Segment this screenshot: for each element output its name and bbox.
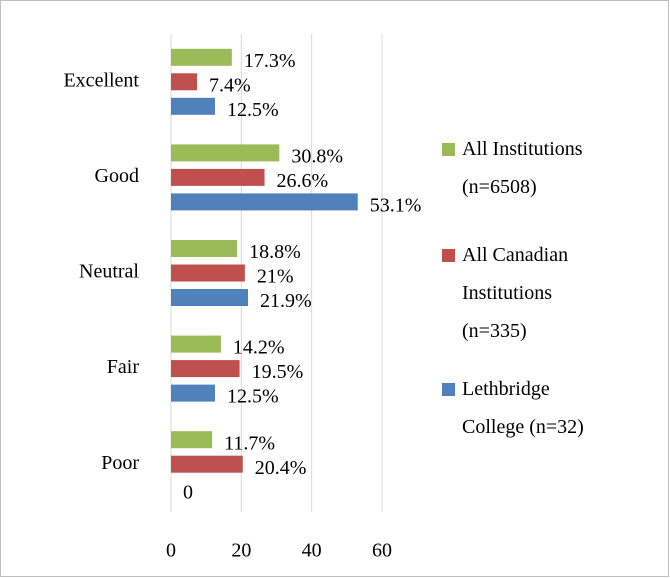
- y-tick-label: Excellent: [63, 69, 139, 91]
- legend-label: Lethbridge College (n=32): [462, 378, 584, 438]
- bar: [171, 384, 215, 402]
- legend-label: All Canadian Institutions (n=335): [462, 244, 569, 342]
- bar: [171, 360, 240, 378]
- data-label: 21.9%: [260, 290, 312, 312]
- legend-swatch: [442, 249, 455, 262]
- data-label: 12.5%: [227, 386, 279, 408]
- legend-item: All Institutions (n=6508): [440, 130, 615, 206]
- x-tick-label: 60: [372, 540, 392, 562]
- x-tick-label: 40: [302, 540, 322, 562]
- legend-item: Lethbridge College (n=32): [440, 370, 615, 446]
- data-label: 26.6%: [277, 170, 329, 192]
- bar: [171, 97, 215, 115]
- bar: [171, 144, 280, 162]
- data-label: 20.4%: [255, 457, 307, 479]
- x-tick-label: 0: [166, 540, 176, 562]
- data-label: 19.5%: [252, 361, 304, 383]
- y-tick-label: Fair: [107, 356, 140, 378]
- data-label: 12.5%: [227, 99, 279, 121]
- data-label: 53.1%: [370, 194, 422, 216]
- data-label: 14.2%: [233, 337, 285, 359]
- legend-swatch: [442, 143, 455, 156]
- legend-swatch: [442, 383, 455, 396]
- data-label: 11.7%: [224, 432, 275, 454]
- bar: [171, 240, 238, 257]
- bar: [171, 193, 358, 211]
- bar: [171, 289, 249, 306]
- data-label: 30.8%: [291, 145, 343, 167]
- data-label: 17.3%: [244, 50, 296, 72]
- legend-item: All Canadian Institutions (n=335): [440, 236, 615, 350]
- legend-label: All Institutions (n=6508): [462, 138, 583, 198]
- bar: [171, 48, 232, 66]
- bar: [171, 168, 265, 186]
- x-tick-label: 20: [231, 540, 251, 562]
- data-label: 0: [183, 481, 193, 503]
- y-tick-label: Poor: [101, 452, 139, 474]
- bar: [171, 264, 245, 282]
- bar: [171, 335, 221, 353]
- data-label: 7.4%: [209, 74, 251, 96]
- data-label: 18.8%: [249, 241, 301, 263]
- bar: [171, 455, 243, 473]
- data-label: 21%: [257, 266, 294, 288]
- y-tick-label: Neutral: [79, 261, 139, 283]
- y-tick-label: Good: [95, 165, 139, 187]
- bar: [171, 431, 213, 449]
- bar: [171, 73, 198, 91]
